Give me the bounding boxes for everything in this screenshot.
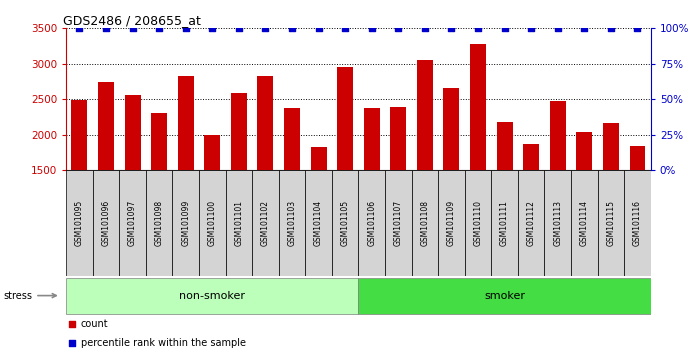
Text: GSM101111: GSM101111 [500,200,509,246]
Bar [151,113,167,170]
Point [366,25,377,31]
Bar [550,101,566,170]
Text: count: count [81,319,109,329]
Bar [443,88,459,170]
Bar [258,76,274,170]
Point [446,25,457,31]
Bar [125,95,141,170]
Point [233,25,244,31]
Point [100,25,111,31]
Point [525,25,537,31]
Point [180,25,191,31]
Bar [226,170,252,276]
Point [606,25,617,31]
Text: GSM101114: GSM101114 [580,200,589,246]
Point [579,25,590,31]
Bar [252,170,278,276]
Text: GSM101116: GSM101116 [633,200,642,246]
Point [207,25,218,31]
Text: GSM101095: GSM101095 [75,200,84,246]
Point [127,25,138,31]
Bar [358,278,651,314]
Point [260,25,271,31]
Text: GSM101108: GSM101108 [420,200,429,246]
Bar [603,123,619,170]
Point [552,25,563,31]
Bar [465,170,491,276]
Bar [544,170,571,276]
Bar [306,170,332,276]
Bar [411,170,438,276]
Bar [598,170,624,276]
Bar [146,170,173,276]
Bar [231,93,247,170]
Bar [98,82,114,170]
Bar [72,100,88,170]
Point [340,25,351,31]
Point [66,321,77,327]
Bar [173,170,199,276]
Text: GSM101099: GSM101099 [181,200,190,246]
Bar [571,170,598,276]
Bar [576,132,592,170]
Text: GSM101115: GSM101115 [606,200,615,246]
Text: GSM101097: GSM101097 [128,200,137,246]
Text: stress: stress [3,291,56,301]
Text: GSM101100: GSM101100 [208,200,216,246]
Bar [491,170,518,276]
Point [632,25,643,31]
Text: GSM101096: GSM101096 [102,200,111,246]
Point [499,25,510,31]
Text: non-smoker: non-smoker [180,291,245,301]
Point [473,25,484,31]
Text: GDS2486 / 208655_at: GDS2486 / 208655_at [63,14,201,27]
Bar [470,44,486,170]
Text: GSM101110: GSM101110 [473,200,482,246]
Text: GSM101109: GSM101109 [447,200,456,246]
Bar [497,122,512,170]
Bar [438,170,465,276]
Text: smoker: smoker [484,291,525,301]
Bar [523,144,539,170]
Text: GSM101098: GSM101098 [155,200,164,246]
Bar [284,108,300,170]
Point [419,25,430,31]
Text: GSM101112: GSM101112 [527,200,536,246]
Bar [417,60,433,170]
Bar [199,170,226,276]
Bar [624,170,651,276]
Point [393,25,404,31]
Text: GSM101113: GSM101113 [553,200,562,246]
Point [287,25,298,31]
Bar [66,170,93,276]
Text: GSM101107: GSM101107 [394,200,403,246]
Text: GSM101103: GSM101103 [287,200,296,246]
Bar [364,108,380,170]
Bar [93,170,119,276]
Text: GSM101101: GSM101101 [235,200,244,246]
Point [74,25,85,31]
Bar [119,170,146,276]
Text: GSM101106: GSM101106 [367,200,377,246]
Text: GSM101104: GSM101104 [314,200,323,246]
Bar [629,146,645,170]
Text: GSM101105: GSM101105 [340,200,349,246]
Bar [310,147,326,170]
Point [313,25,324,31]
Bar [518,170,544,276]
Text: percentile rank within the sample: percentile rank within the sample [81,338,246,348]
Bar [205,135,220,170]
Point [66,341,77,346]
Bar [66,278,358,314]
Bar [390,107,406,170]
Point [154,25,165,31]
Text: GSM101102: GSM101102 [261,200,270,246]
Bar [385,170,411,276]
Bar [358,170,385,276]
Bar [332,170,358,276]
Bar [337,67,353,170]
Bar [278,170,306,276]
Bar [177,76,193,170]
